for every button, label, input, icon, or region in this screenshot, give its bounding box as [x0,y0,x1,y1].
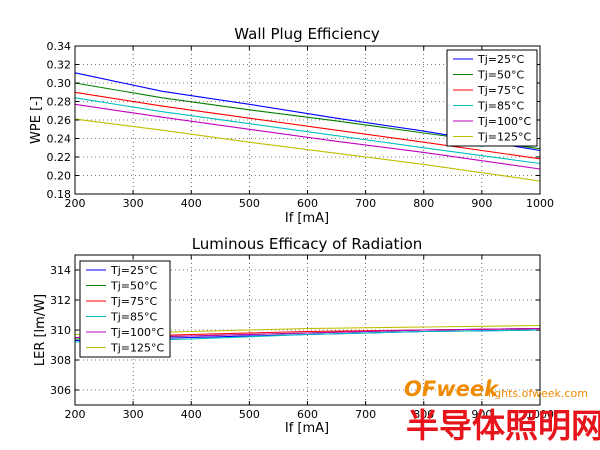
wpe-legend-box [446,49,538,147]
wpe-chart: 200 300 400 500 600 700 800 900 1000 0.18 0.20 0.22… [29,25,554,226]
wpe-series-tj-50-c [74,82,541,150]
wpe-y-axis-label: WPE [-] [29,96,44,144]
wpe-series-tj-85-c [74,97,541,165]
wpe-y-tick-label: 0.24 [47,133,72,146]
ler-y-axis-label: LER [lm/W] [33,294,48,366]
ler-legend: Tj=25°C Tj=50°C Tj=75°C Tj=85°C Tj=100°C Tj=1… [79,260,171,358]
wpe-series-tj-75-c [74,91,541,160]
ler-legend-label-tj-85-c: Tj=85°C [110,311,157,324]
ler-legend-label-tj-25-c: Tj=25°C [110,264,157,277]
wpe-title: Wall Plug Efficiency [234,25,380,43]
wpe-x-tick-label: 500 [239,197,260,210]
ler-x-tick-label: 200 [65,408,86,421]
ler-x-tick-label: 600 [297,408,318,421]
wpe-y-tick-label: 0.32 [47,59,72,72]
ler-x-tick-label: 500 [239,408,260,421]
ler-x-tick-label: 400 [181,408,202,421]
ler-legend-box [79,260,171,358]
ler-legend-label-tj-125-c: Tj=125°C [110,342,164,355]
wpe-x-tick-label: 600 [297,197,318,210]
ler-x-axis-label: If [mA] [285,421,329,436]
wpe-y-tick-label: 0.18 [47,188,72,201]
wpe-x-tick-label: 400 [181,197,202,210]
wpe-legend-label-tj-85-c: Tj=85°C [477,100,524,113]
wpe-y-tick-label: 0.30 [47,77,72,90]
ler-x-tick-label: 800 [413,408,434,421]
watermark-url: lights.ofweek.com [488,387,588,400]
ler-legend-label-tj-75-c: Tj=75°C [110,295,157,308]
ler-y-tick-label: 310 [50,324,71,337]
wpe-series-group [74,72,541,182]
ler-x-tick-label: 1000 [526,408,554,421]
wpe-x-tick-label: 1000 [526,197,554,210]
ler-x-tick-label: 700 [355,408,376,421]
wpe-x-tick-label: 700 [355,197,376,210]
wpe-series-tj-100-c [74,103,541,170]
ler-y-tick-label: 306 [50,384,71,397]
wpe-x-tick-label: 300 [123,197,144,210]
wpe-x-axis-label: If [mA] [285,211,329,226]
ler-y-tick-label: 312 [50,294,71,307]
wpe-y-tick-label: 0.28 [47,96,72,109]
ler-ticks: 200 300 400 500 600 700 800 900 1000 306 308 310 312… [50,255,554,421]
ler-x-tick-label: 900 [471,408,492,421]
ler-y-tick-label: 314 [50,264,71,277]
wpe-legend-label-tj-25-c: Tj=25°C [477,53,524,66]
wpe-series-tj-125-c [74,118,541,182]
watermark-brand: OFweek [404,377,500,401]
watermark-chinese: 半导体照明网 [406,406,600,445]
wpe-legend-label-tj-125-c: Tj=125°C [477,131,531,144]
wpe-legend-label-tj-100-c: Tj=100°C [477,115,531,128]
ler-legend-label-tj-100-c: Tj=100°C [110,326,164,339]
wpe-legend-label-tj-75-c: Tj=75°C [477,84,524,97]
wpe-series-tj-25-c [74,72,541,152]
ler-legend-label-tj-50-c: Tj=50°C [110,280,157,293]
wpe-legend: Tj=25°C Tj=50°C Tj=75°C Tj=85°C Tj=100°C Tj=1… [446,49,538,147]
ler-y-tick-label: 308 [50,354,71,367]
wpe-y-tick-label: 0.20 [47,170,72,183]
wpe-x-tick-label: 200 [65,197,86,210]
ler-x-tick-label: 300 [123,408,144,421]
watermark: OFweek lights.ofweek.com 半导体照明网 [404,377,600,445]
wpe-y-tick-label: 0.34 [47,40,72,53]
ler-grid [75,255,540,405]
wpe-x-tick-label: 800 [413,197,434,210]
wpe-legend-label-tj-50-c: Tj=50°C [477,69,524,82]
wpe-x-tick-label: 900 [471,197,492,210]
wpe-y-tick-label: 0.26 [47,114,72,127]
wpe-ticks: 200 300 400 500 600 700 800 900 1000 0.18 0.20 0.22… [47,40,555,210]
ler-title: Luminous Efficacy of Radiation [192,235,423,253]
ler-chart: 200 300 400 500 600 700 800 900 1000 306 308 310 312… [33,235,554,436]
wpe-y-tick-label: 0.22 [47,151,72,164]
